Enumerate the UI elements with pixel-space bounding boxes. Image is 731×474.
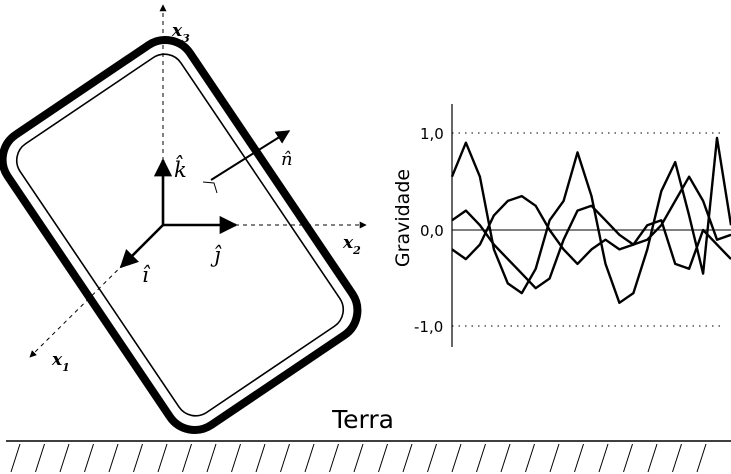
- ground-hatch-mark: [574, 443, 584, 473]
- ground-hatch-mark: [59, 443, 70, 473]
- ytick-label-zero: 0,0: [420, 222, 444, 240]
- chart-y-label: Gravidade: [392, 169, 414, 267]
- i-vector: [119, 224, 164, 269]
- ground-hatch-mark: [280, 443, 290, 473]
- ground-hatch-mark: [133, 443, 143, 473]
- x1-axis-label: x1: [51, 350, 70, 374]
- ground-hatch-mark: [329, 443, 339, 473]
- ground-hatch-mark: [672, 443, 682, 473]
- gravity-series-line-3: [451, 194, 731, 270]
- k-hat-label: k̂: [174, 155, 187, 182]
- ground-hatch-mark: [378, 443, 388, 473]
- ground-hatch-mark: [549, 443, 560, 473]
- x2-axis-label: x2: [342, 233, 361, 257]
- ground-hatch-mark: [84, 443, 94, 473]
- gravity-chart: 1,0 0,0 -1,0 Gravidade: [392, 104, 731, 347]
- global-axes: [29, 4, 367, 358]
- ground: Terra: [6, 405, 731, 473]
- ground-hatch-mark: [304, 443, 315, 473]
- ground-hatch-mark: [255, 443, 266, 473]
- ground-hatch-mark: [182, 443, 192, 473]
- ground-hatch-mark: [157, 443, 168, 473]
- ground-label: Terra: [331, 405, 394, 434]
- unit-vectors: [119, 130, 291, 269]
- ground-hatch-mark: [402, 443, 413, 473]
- ground-hatch-mark: [451, 443, 462, 473]
- ground-hatch-mark: [476, 443, 486, 473]
- ground-hatch-mark: [500, 443, 511, 473]
- j-hat-label: ĵ: [210, 243, 222, 267]
- n-vector: [210, 130, 291, 181]
- chart-series-group: [450, 136, 731, 304]
- ground-hatch-mark: [623, 443, 633, 473]
- ground-hatch-mark: [598, 443, 609, 473]
- ground-hatch-mark: [108, 443, 119, 473]
- ground-hatch-mark: [231, 443, 241, 473]
- ground-hatch-mark: [696, 443, 707, 473]
- ground-hatch-mark: [427, 443, 437, 473]
- right-angle-mark: [202, 181, 218, 194]
- ytick-label-top: 1,0: [420, 125, 444, 143]
- phone-body: [0, 36, 362, 434]
- i-hat-label: î: [142, 263, 151, 287]
- gravity-series-line-1: [450, 136, 731, 304]
- ground-hatch-mark: [35, 443, 45, 473]
- ground-hatch-mark: [10, 443, 21, 473]
- ground-hatch-mark: [353, 443, 364, 473]
- ytick-label-bottom: -1,0: [414, 318, 443, 336]
- n-hat-label: n̂: [281, 149, 293, 170]
- ground-hatch-mark: [525, 443, 535, 473]
- ground-hatch-mark: [647, 443, 658, 473]
- ground-hatching: [10, 443, 707, 473]
- x3-axis-label: x3: [171, 21, 190, 45]
- gravity-series-line-2: [451, 175, 731, 290]
- ground-hatch-mark: [206, 443, 217, 473]
